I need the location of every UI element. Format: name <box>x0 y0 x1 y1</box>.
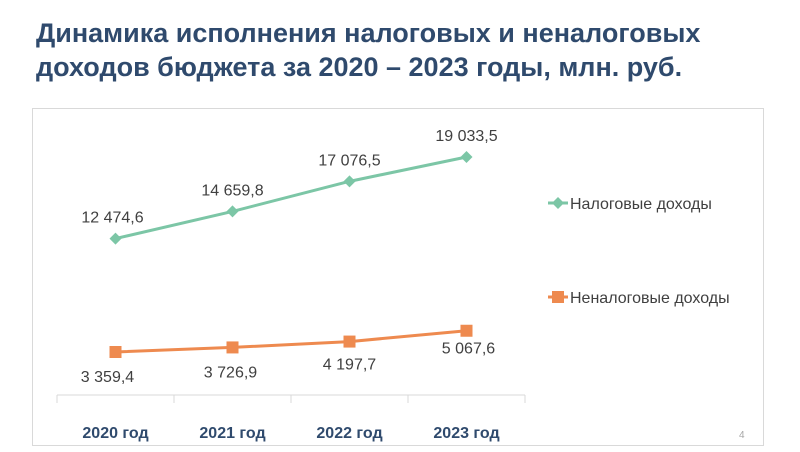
series-line <box>115 155 467 241</box>
x-tick-label: 2020 год <box>82 425 148 442</box>
data-point <box>460 324 473 337</box>
data-label: 12 474,6 <box>81 210 143 227</box>
data-label: 19 033,5 <box>435 128 497 145</box>
legend-marker <box>552 291 564 303</box>
data-point <box>109 232 122 245</box>
data-label: 4 197,7 <box>323 357 376 374</box>
data-point <box>226 205 239 218</box>
legend-label: Неналоговые доходы <box>570 290 730 307</box>
x-tick-label: 2023 год <box>433 425 499 442</box>
data-label: 5 067,6 <box>442 341 495 358</box>
data-point <box>109 346 122 358</box>
slide-title-line-1: Динамика исполнения налоговых и неналого… <box>36 18 701 48</box>
data-labels: 12 474,6 14 659,8 17 076,5 19 033,5 3 359,4 3… <box>81 128 498 386</box>
legend-marker <box>552 197 564 209</box>
data-label: 3 726,9 <box>204 364 257 381</box>
legend: Налоговые доходы Неналоговые доходы <box>548 196 730 307</box>
data-point <box>343 175 356 188</box>
slide-title: Динамика исполнения налоговых и неналого… <box>36 16 776 84</box>
data-point <box>343 335 356 348</box>
data-label: 3 359,4 <box>81 369 134 386</box>
data-point <box>460 151 473 163</box>
series-line <box>115 329 467 354</box>
page-number: 4 <box>739 430 745 441</box>
data-label: 14 659,8 <box>201 182 263 199</box>
slide-title-line-2: доходов бюджета за 2020 – 2023 годы, млн… <box>36 52 683 82</box>
legend-label: Налоговые доходы <box>570 196 712 213</box>
data-point <box>226 341 239 354</box>
x-axis: 2020 год 2021 год 2022 год 2023 год <box>56 394 526 442</box>
series-layer <box>109 151 473 358</box>
data-label: 17 076,5 <box>318 152 380 169</box>
x-tick-label: 2022 год <box>316 425 382 442</box>
x-tick-label: 2021 год <box>199 425 265 442</box>
chart-frame <box>32 108 764 446</box>
